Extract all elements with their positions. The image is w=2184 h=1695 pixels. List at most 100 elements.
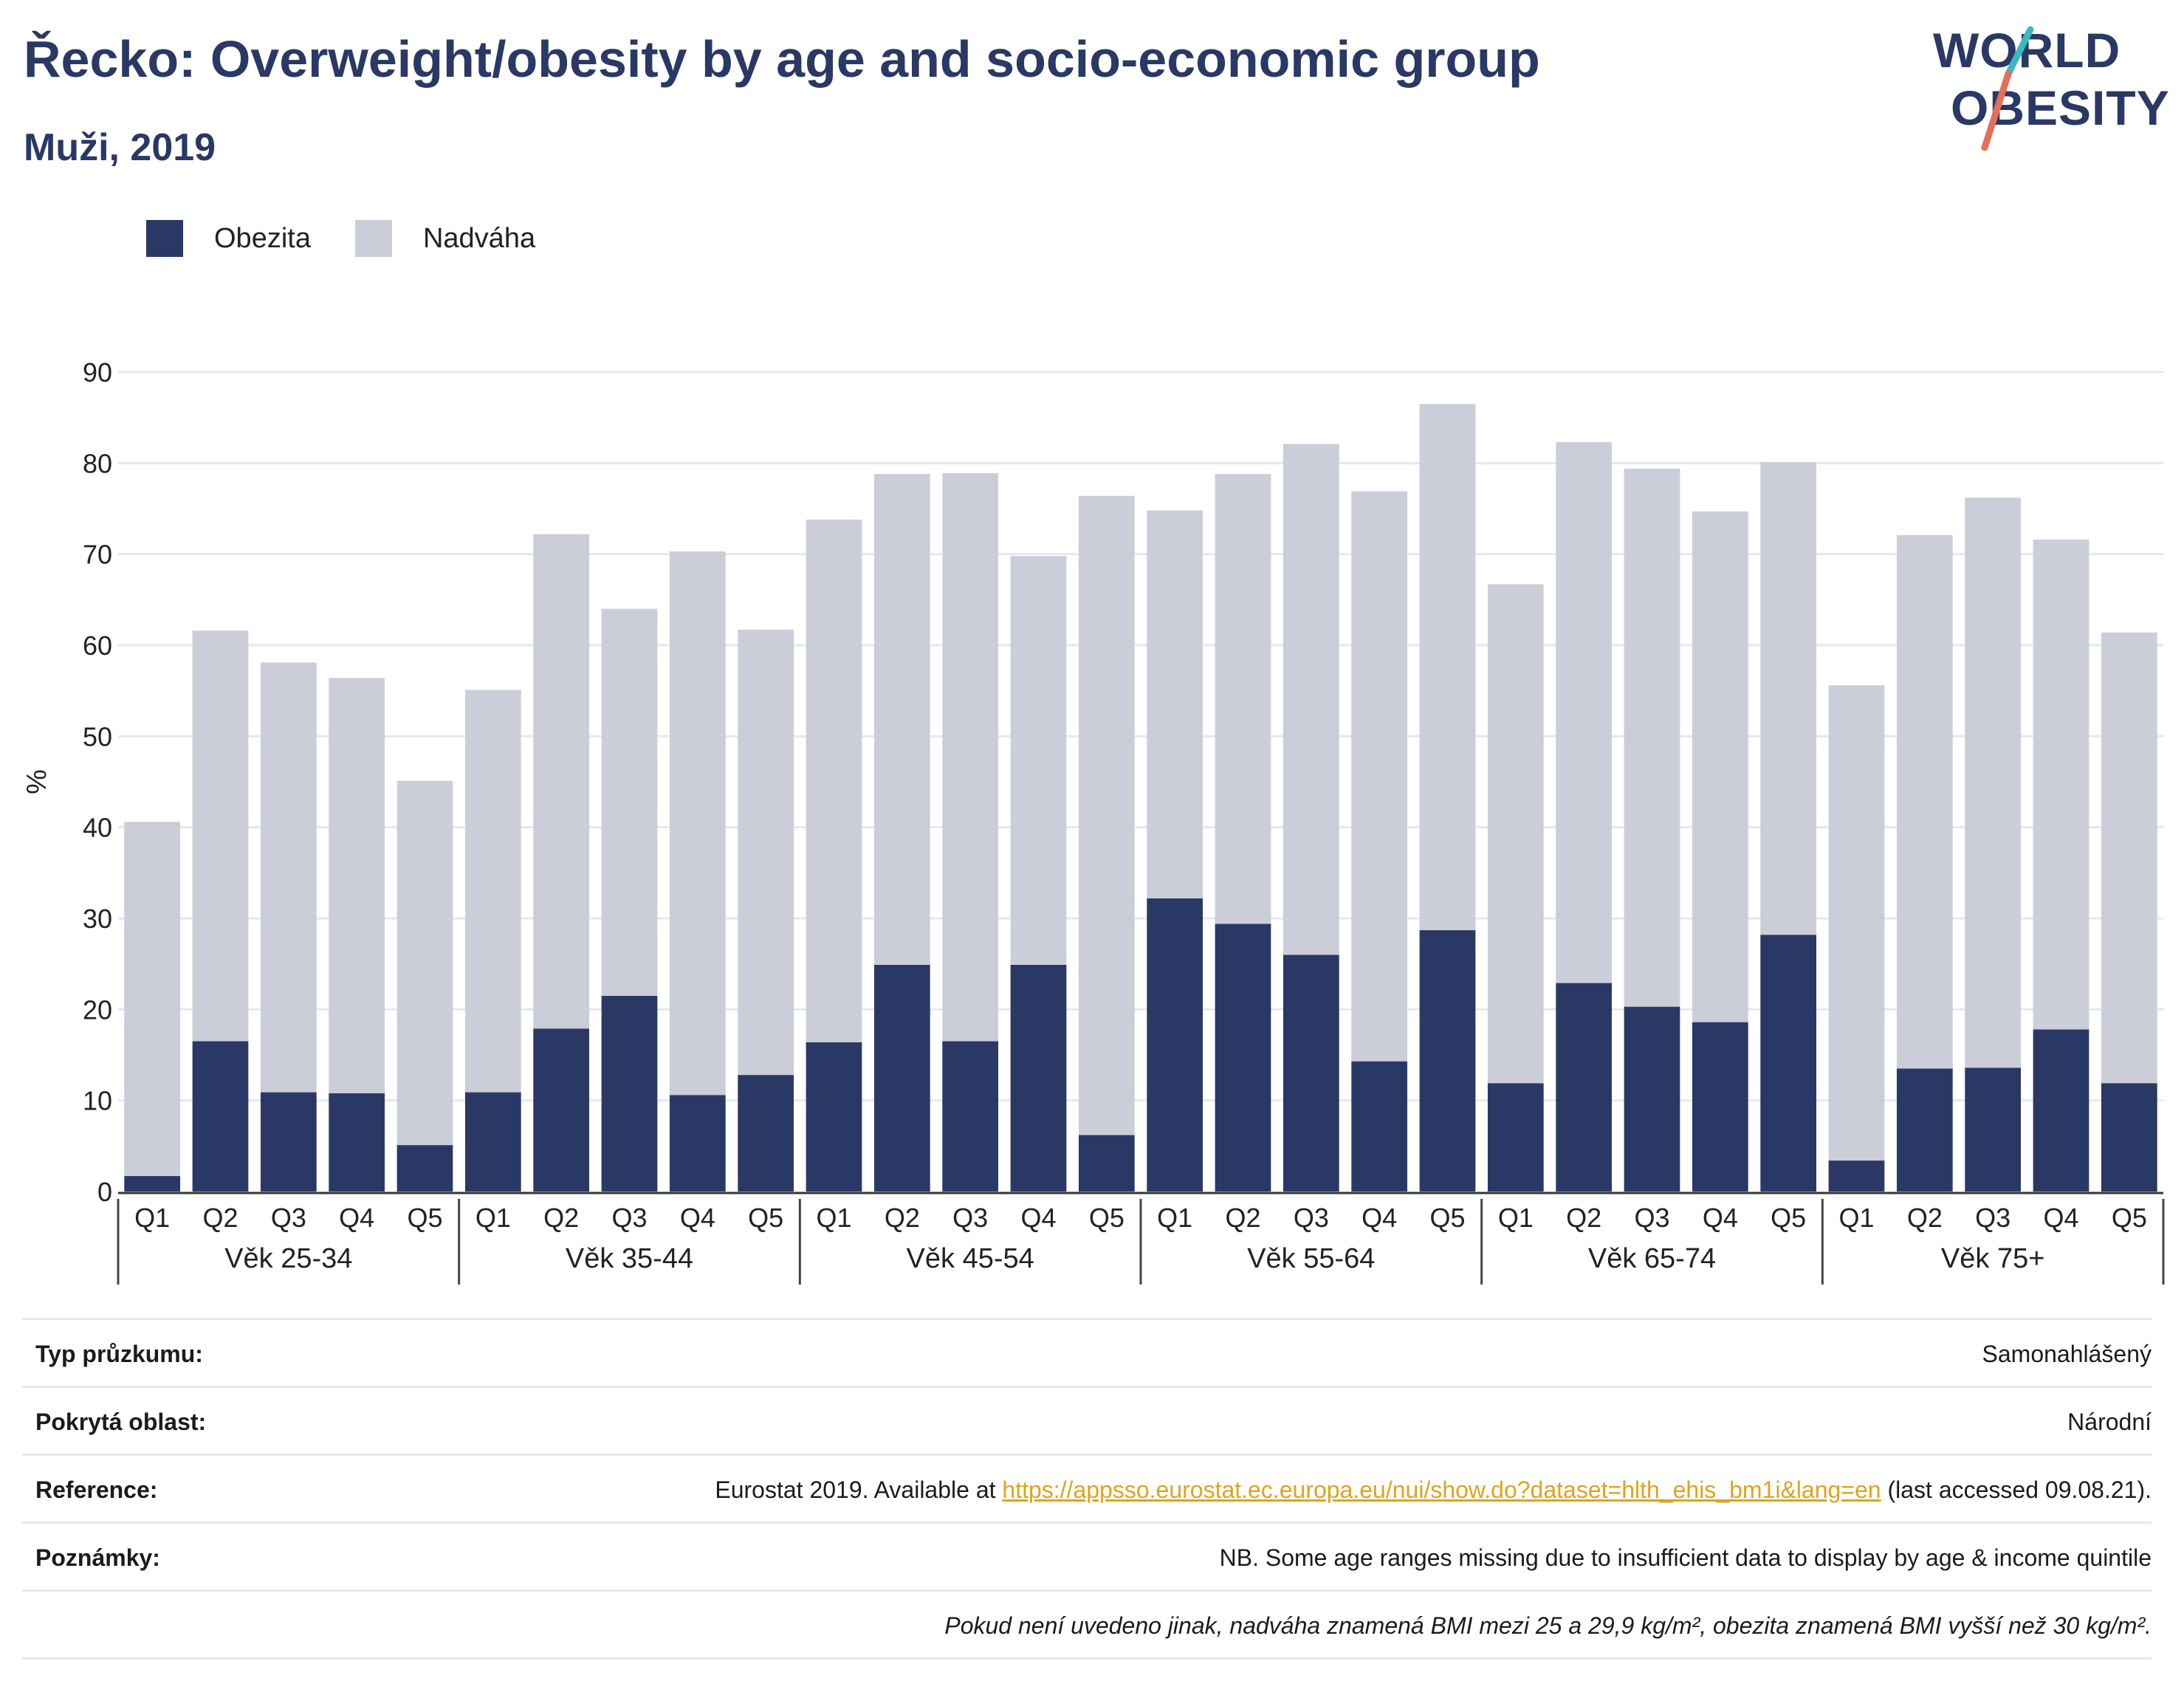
bar-nadvaha [1215,474,1271,924]
bar-nadvaha [260,662,317,1093]
x-tick-label: Q2 [1907,1203,1943,1233]
x-tick-label: Q3 [1634,1203,1669,1233]
bar-obezita [464,1092,521,1192]
info-row-reference: Reference: Eurostat 2019. Available at h… [22,1454,2152,1522]
x-tick-label: Q1 [1157,1203,1192,1233]
bar-nadvaha [1282,444,1339,955]
x-tick-label: Q2 [1566,1203,1601,1233]
x-tick-label: Q3 [1294,1203,1329,1233]
notes-value: NB. Some age ranges missing due to insuf… [1219,1544,2152,1571]
bar-nadvaha [942,472,999,1042]
bar-obezita [601,995,658,1192]
bar-obezita [942,1041,999,1192]
x-tick-label: Q4 [680,1203,715,1233]
legend-swatch-obezita [146,220,183,257]
y-tick-label: 90 [83,357,112,388]
survey-type-label: Typ průzkumu: [35,1341,203,1367]
chart-subtitle: Muži, 2019 [24,126,216,169]
bar-nadvaha [329,678,385,1093]
bar-obezita [738,1075,794,1192]
bar-nadvaha [1896,534,1953,1069]
group-label: Věk 55-64 [1247,1243,1375,1274]
bar-obezita [1351,1061,1408,1192]
x-tick-label: Q3 [952,1203,988,1233]
x-tick-label: Q2 [543,1203,579,1233]
bar-nadvaha [873,474,930,965]
x-tick-label: Q5 [748,1203,783,1233]
bar-obezita [1624,1006,1680,1192]
bar-obezita [1078,1135,1135,1192]
reference-prefix: Eurostat 2019. Available at [715,1476,1003,1503]
bar-obezita [2101,1083,2157,1192]
bar-nadvaha [1487,584,1544,1084]
x-tick-label: Q2 [202,1203,238,1233]
bar-obezita [873,964,930,1192]
reference-value: Eurostat 2019. Available at https://apps… [715,1476,2152,1504]
info-row-notes: Poznámky: NB. Some age ranges missing du… [22,1522,2152,1589]
bar-nadvaha [124,822,181,1177]
y-tick-label: 70 [83,540,112,570]
bar-obezita [1419,930,1476,1192]
group-label: Věk 25-34 [224,1243,352,1274]
reference-label: Reference: [35,1476,158,1503]
x-tick-label: Q4 [1020,1203,1056,1233]
x-tick-label: Q4 [2043,1203,2078,1233]
group-label: Věk 45-54 [907,1243,1034,1274]
bar-obezita [1760,935,1817,1192]
bar-obezita [260,1092,317,1192]
logo-line-2: OBESITY [1951,80,2170,135]
bar-obezita [329,1093,385,1192]
bar-nadvaha [1078,495,1135,1135]
x-tick-label: Q4 [339,1203,374,1233]
x-tick-label: Q1 [475,1203,511,1233]
bar-nadvaha [601,608,658,996]
info-row-definition: Pokud není uvedeno jinak, nadváha znamen… [22,1589,2152,1660]
bar-nadvaha [1828,685,1885,1161]
bar-nadvaha [1965,498,2022,1068]
x-tick-label: Q4 [1361,1203,1397,1233]
bar-obezita [124,1176,181,1192]
info-row-survey-type: Typ průzkumu: Samonahlášený [22,1318,2152,1386]
bar-nadvaha [464,690,521,1093]
bar-obezita [1965,1067,2022,1192]
bar-obezita [1828,1161,1885,1192]
x-tick-label: Q3 [1975,1203,2010,1233]
y-tick-label: 60 [83,630,112,661]
bar-nadvaha [1692,511,1748,1022]
chart-legend: Obezita Nadváha [146,218,580,259]
reference-link[interactable]: https://appsso.eurostat.ec.europa.eu/nui… [1002,1476,1881,1503]
world-obesity-logo: WORLD OBESITY [1927,22,2171,155]
legend-item-nadvaha: Nadváha [354,220,535,257]
x-tick-label: Q1 [1838,1203,1874,1233]
x-tick-label: Q5 [1771,1203,1806,1233]
bar-obezita [669,1095,726,1192]
y-tick-label: 50 [83,721,112,752]
stacked-bar-chart: 0 10 20 30 40 50 60 70 80 90% Q1 Q2 Q3 Q4 Q5 Věk 25-34 Q… [21,357,2165,1285]
bar-nadvaha [1147,510,1203,898]
group-label: Věk 75+ [1941,1243,2045,1274]
bar-nadvaha [1419,404,1476,931]
logo-slash-icon [1981,26,2034,151]
bar-obezita [192,1041,249,1192]
bar-obezita [1556,983,1613,1192]
y-tick-label: 10 [83,1086,112,1116]
bar-nadvaha [1760,462,1817,935]
x-tick-label: Q2 [885,1203,920,1233]
x-tick-label: Q5 [2112,1203,2147,1233]
info-row-area: Pokrytá oblast: Národní [22,1386,2152,1454]
y-tick-label: 40 [83,813,112,843]
bar-obezita [396,1145,453,1192]
chart-title: Řecko: Overweight/obesity by age and soc… [24,30,1540,88]
area-label: Pokrytá oblast: [35,1409,207,1435]
bar-obezita [806,1042,862,1192]
reference-suffix: (last accessed 09.08.21). [1881,1476,2152,1503]
bar-nadvaha [806,519,862,1042]
bar-nadvaha [2101,632,2157,1084]
survey-type-value: Samonahlášený [1982,1341,2152,1367]
x-tick-label: Q5 [1429,1203,1465,1233]
x-tick-label: Q3 [611,1203,647,1233]
bar-nadvaha [2033,539,2089,1030]
group-label: Věk 35-44 [566,1243,693,1274]
bar-nadvaha [1351,491,1408,1062]
bar-nadvaha [669,551,726,1096]
